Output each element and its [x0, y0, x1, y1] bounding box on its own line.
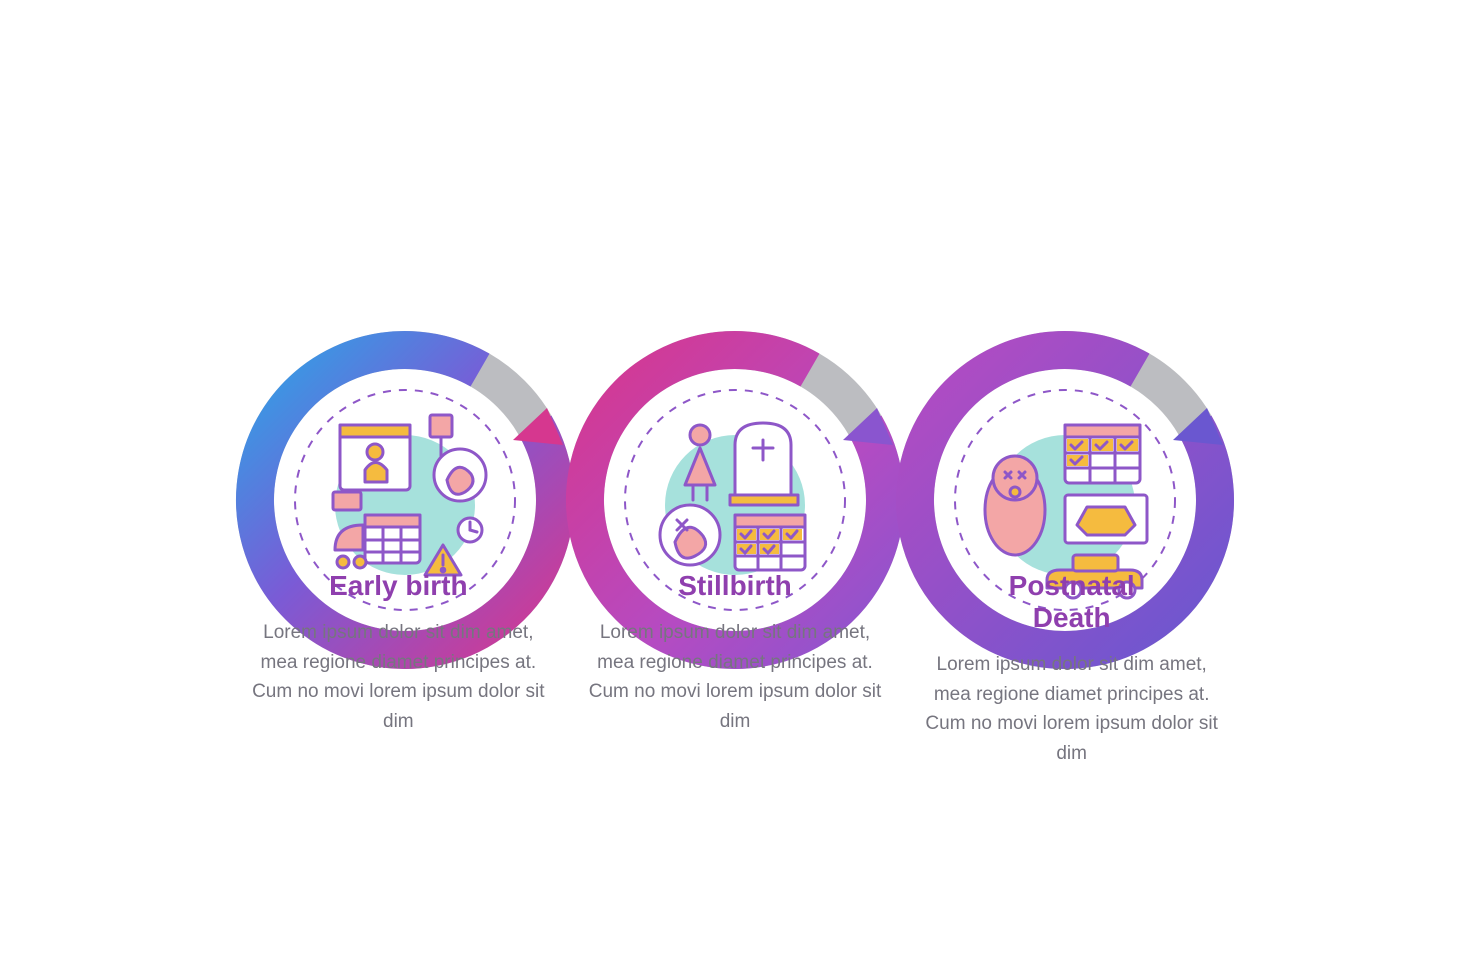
body-early-birth: Lorem ipsum dolor sit dim amet, mea regi… — [248, 618, 548, 736]
col-postnatal-death: Postnatal Death Lorem ipsum dolor sit di… — [918, 560, 1225, 768]
heading-postnatal-death: Postnatal Death — [918, 570, 1225, 634]
heading-early-birth: Early birth — [245, 570, 552, 602]
col-stillbirth: Stillbirth Lorem ipsum dolor sit dim ame… — [582, 560, 889, 768]
text-row: Early birth Lorem ipsum dolor sit dim am… — [245, 560, 1225, 768]
infographic-canvas: Early birth Lorem ipsum dolor sit dim am… — [0, 0, 1470, 980]
body-postnatal-death: Lorem ipsum dolor sit dim amet, mea regi… — [922, 650, 1222, 768]
body-stillbirth: Lorem ipsum dolor sit dim amet, mea regi… — [585, 618, 885, 736]
col-early-birth: Early birth Lorem ipsum dolor sit dim am… — [245, 560, 552, 768]
heading-stillbirth: Stillbirth — [582, 570, 889, 602]
